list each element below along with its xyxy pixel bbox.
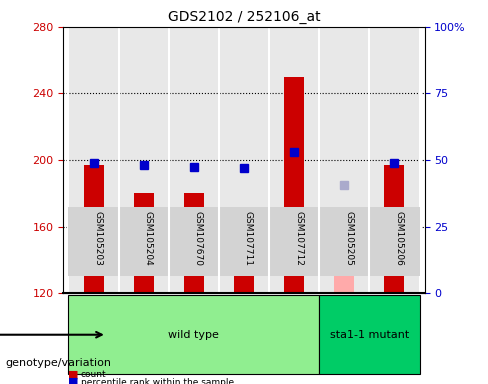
Bar: [68, 27, 119, 293]
Bar: [234, 230, 254, 293]
Text: ■: ■: [68, 369, 79, 379]
Text: GSM105206: GSM105206: [394, 211, 404, 266]
Text: wild type: wild type: [168, 330, 219, 340]
Bar: [83, 165, 103, 293]
Bar: [269, 27, 319, 293]
Text: ■: ■: [68, 377, 79, 384]
Text: sta1-1 mutant: sta1-1 mutant: [330, 330, 409, 340]
Text: GSM107712: GSM107712: [294, 211, 303, 266]
Bar: [269, 207, 319, 276]
Bar: [369, 27, 420, 293]
Bar: [319, 27, 369, 293]
FancyBboxPatch shape: [319, 295, 420, 374]
Text: GSM105203: GSM105203: [94, 211, 102, 266]
Bar: [119, 207, 169, 276]
Text: count: count: [81, 370, 106, 379]
Bar: [169, 27, 219, 293]
Text: percentile rank within the sample: percentile rank within the sample: [81, 377, 234, 384]
Bar: [219, 27, 269, 293]
Bar: [319, 207, 369, 276]
Bar: [219, 207, 269, 276]
Title: GDS2102 / 252106_at: GDS2102 / 252106_at: [168, 10, 320, 25]
Bar: [385, 165, 405, 293]
Bar: [169, 207, 219, 276]
Bar: [119, 27, 169, 293]
Text: GSM107670: GSM107670: [194, 211, 203, 266]
Text: genotype/variation: genotype/variation: [5, 358, 111, 368]
Bar: [68, 207, 119, 276]
Bar: [284, 77, 304, 293]
Bar: [334, 276, 354, 293]
FancyBboxPatch shape: [68, 295, 319, 374]
Bar: [134, 193, 154, 293]
Text: GSM105204: GSM105204: [143, 211, 153, 266]
Bar: [369, 207, 420, 276]
Text: GSM105205: GSM105205: [345, 211, 353, 266]
Text: GSM107711: GSM107711: [244, 211, 253, 266]
Bar: [184, 193, 204, 293]
